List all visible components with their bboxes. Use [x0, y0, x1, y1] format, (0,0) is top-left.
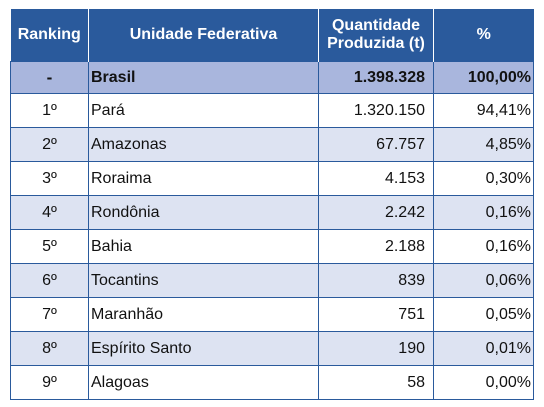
cell-percent: 100,00%	[433, 61, 534, 94]
cell-quantity: 58	[318, 365, 434, 400]
cell-uf: Tocantins	[88, 263, 319, 298]
cell-uf: Brasil	[88, 61, 319, 94]
cell-ranking: 3º	[10, 161, 89, 196]
cell-percent: 0,01%	[433, 331, 534, 366]
cell-percent: 0,30%	[433, 161, 534, 196]
cell-ranking: 4º	[10, 195, 89, 230]
cell-quantity: 2.242	[318, 195, 434, 230]
cell-percent: 94,41%	[433, 93, 534, 128]
cell-ranking: 7º	[10, 297, 89, 332]
table-row: 5º Bahia 2.188 0,16%	[10, 229, 534, 264]
cell-uf: Maranhão	[88, 297, 319, 332]
table-row: 9º Alagoas 58 0,00%	[10, 365, 534, 400]
header-uf: Unidade Federativa	[88, 9, 319, 62]
table-row: 7º Maranhão 751 0,05%	[10, 297, 534, 332]
cell-uf: Alagoas	[88, 365, 319, 400]
cell-ranking: 2º	[10, 127, 89, 162]
table-row: 3º Roraima 4.153 0,30%	[10, 161, 534, 196]
cell-quantity: 67.757	[318, 127, 434, 162]
cell-ranking: 5º	[10, 229, 89, 264]
cell-quantity: 839	[318, 263, 434, 298]
header-quantity: Quantidade Produzida (t)	[318, 9, 434, 62]
cell-percent: 0,16%	[433, 195, 534, 230]
cell-quantity: 4.153	[318, 161, 434, 196]
cell-uf: Amazonas	[88, 127, 319, 162]
cell-percent: 0,00%	[433, 365, 534, 400]
table-row: 8º Espírito Santo 190 0,01%	[10, 331, 534, 366]
table-row: 2º Amazonas 67.757 4,85%	[10, 127, 534, 162]
cell-ranking: 6º	[10, 263, 89, 298]
cell-quantity: 1.398.328	[318, 61, 434, 94]
table-row: 4º Rondônia 2.242 0,16%	[10, 195, 534, 230]
cell-quantity: 2.188	[318, 229, 434, 264]
cell-ranking: 9º	[10, 365, 89, 400]
cell-ranking: 1º	[10, 93, 89, 128]
cell-ranking: 8º	[10, 331, 89, 366]
cell-uf: Espírito Santo	[88, 331, 319, 366]
production-table: Ranking Unidade Federativa Quantidade Pr…	[10, 9, 534, 400]
table-header: Ranking Unidade Federativa Quantidade Pr…	[10, 9, 534, 62]
table-row: 6º Tocantins 839 0,06%	[10, 263, 534, 298]
cell-percent: 4,85%	[433, 127, 534, 162]
table-row: 1º Pará 1.320.150 94,41%	[10, 93, 534, 128]
cell-percent: 0,16%	[433, 229, 534, 264]
cell-ranking: -	[10, 61, 89, 94]
cell-percent: 0,05%	[433, 297, 534, 332]
cell-quantity: 190	[318, 331, 434, 366]
cell-quantity: 1.320.150	[318, 93, 434, 128]
cell-uf: Rondônia	[88, 195, 319, 230]
header-ranking: Ranking	[10, 9, 89, 62]
cell-percent: 0,06%	[433, 263, 534, 298]
cell-uf: Roraima	[88, 161, 319, 196]
total-row: - Brasil 1.398.328 100,00%	[10, 61, 534, 94]
cell-uf: Bahia	[88, 229, 319, 264]
cell-quantity: 751	[318, 297, 434, 332]
header-percent: %	[433, 9, 534, 62]
cell-uf: Pará	[88, 93, 319, 128]
